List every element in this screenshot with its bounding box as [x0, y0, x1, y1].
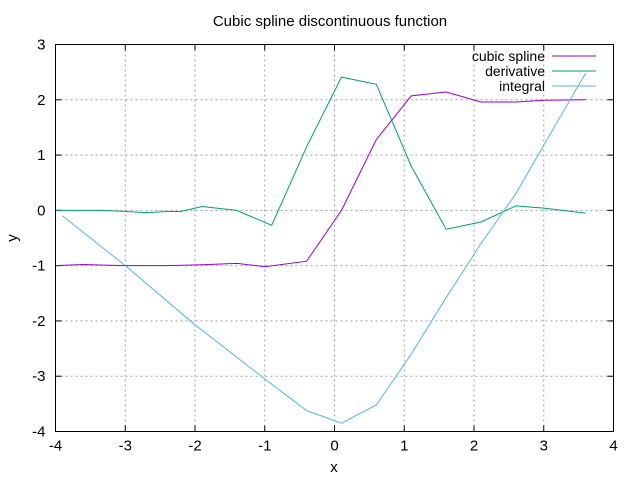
y-tick-label: -2: [32, 313, 45, 330]
legend-label-derivative: derivative: [485, 63, 545, 79]
series-line-integral: [62, 72, 587, 424]
y-axis-label: y: [4, 234, 21, 242]
x-tick-label: -1: [258, 438, 271, 455]
x-tick-label: -4: [49, 438, 62, 455]
legend-label-cubic-spline: cubic spline: [472, 48, 545, 64]
x-tick-label: 0: [330, 438, 338, 455]
y-tick-label: -3: [32, 368, 45, 385]
y-tick-label: 0: [37, 202, 45, 219]
x-tick-label: -3: [119, 438, 132, 455]
y-tick-label: -1: [32, 258, 45, 275]
axis-ticks: -4 -3 -2 -1 0 1 2 3 4 -4 -3 -2 -1 0 1 2 3: [32, 37, 618, 455]
grid: [55, 44, 614, 432]
chart-title: Cubic spline discontinuous function: [213, 13, 447, 30]
x-axis-label: x: [330, 459, 338, 476]
series-line-derivative: [55, 76, 586, 230]
y-tick-label: 2: [37, 92, 45, 109]
series-group: [55, 72, 587, 424]
y-tick-label: -4: [32, 424, 45, 441]
x-tick-label: 3: [540, 438, 548, 455]
y-tick-label: 3: [37, 37, 45, 54]
legend-label-integral: integral: [499, 78, 545, 94]
x-tick-label: 4: [609, 438, 617, 455]
x-tick-label: -2: [188, 438, 201, 455]
x-tick-label: 2: [470, 438, 478, 455]
y-tick-label: 1: [37, 147, 45, 164]
plot-frame: [55, 44, 614, 432]
x-tick-label: 1: [400, 438, 408, 455]
